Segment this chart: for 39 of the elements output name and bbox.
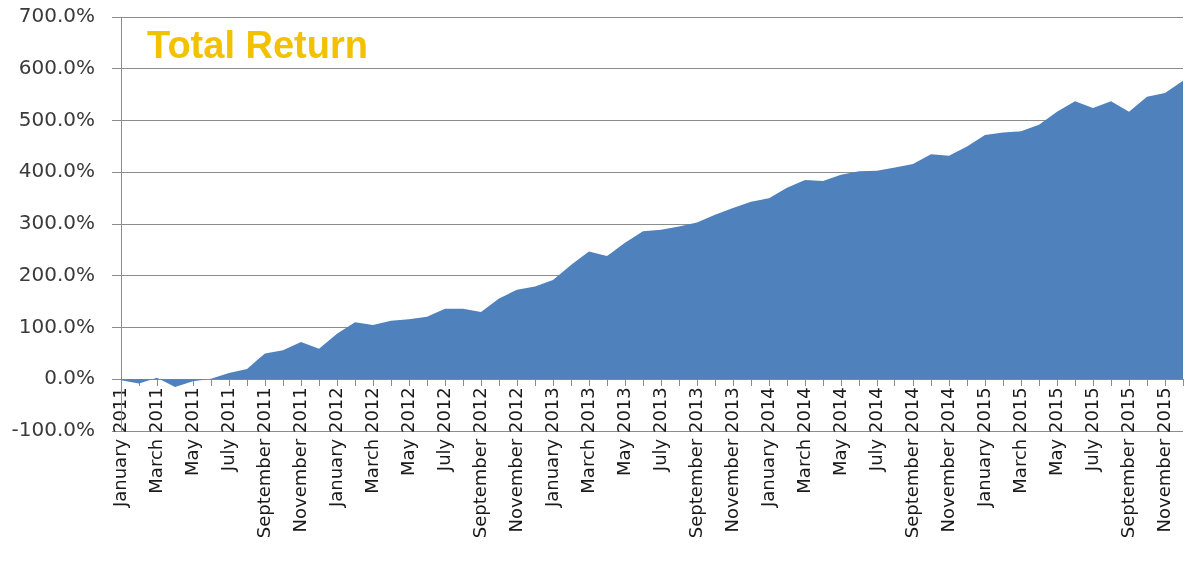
y-tick-label: 200.0% — [18, 261, 95, 286]
x-tick-label: November 2013 — [720, 387, 742, 533]
x-tick-label: May 2013 — [612, 387, 634, 476]
x-tick-label: September 2012 — [468, 387, 490, 539]
y-tick-label: 500.0% — [18, 106, 95, 131]
x-tick-label: July 2011 — [216, 387, 238, 473]
x-tick-label: July 2015 — [1080, 387, 1102, 473]
x-tick-label: March 2014 — [792, 387, 814, 494]
x-tick-label: May 2011 — [180, 387, 202, 476]
x-tick-label: March 2013 — [576, 387, 598, 494]
x-tick-label: March 2012 — [360, 387, 382, 494]
x-tick-label: September 2011 — [252, 387, 274, 539]
x-tick-label: March 2011 — [144, 387, 166, 494]
x-tick-label: January 2015 — [972, 387, 994, 509]
x-tick-label: March 2015 — [1008, 387, 1030, 494]
x-tick-label: November 2014 — [936, 387, 958, 533]
y-tick-label: 0.0% — [44, 365, 95, 390]
x-tick-label: July 2013 — [648, 387, 670, 473]
x-tick-label: May 2012 — [396, 387, 418, 476]
x-tick-label: January 2013 — [540, 387, 562, 509]
x-tick-label: November 2015 — [1152, 387, 1174, 533]
x-tick-label: January 2014 — [756, 387, 778, 509]
x-tick-label: November 2011 — [288, 387, 310, 533]
y-tick-label: 300.0% — [18, 210, 95, 235]
x-tick-label: September 2013 — [684, 387, 706, 539]
x-tick-label: May 2015 — [1044, 387, 1066, 476]
y-tick-label: -100.0% — [11, 417, 95, 442]
y-tick-label: 400.0% — [18, 158, 95, 183]
x-tick-label: July 2012 — [432, 387, 454, 473]
x-tick-label: July 2014 — [864, 387, 886, 473]
chart-title: Total Return — [147, 24, 368, 66]
x-tick-label: January 2012 — [324, 387, 346, 509]
y-tick-label: 100.0% — [18, 313, 95, 338]
y-tick-label: 700.0% — [18, 3, 95, 28]
y-tick-label: 600.0% — [18, 54, 95, 79]
x-tick-label: May 2014 — [828, 387, 850, 476]
x-tick-label: November 2012 — [504, 387, 526, 533]
x-tick-label: September 2014 — [900, 387, 922, 539]
x-tick-label: September 2015 — [1116, 387, 1138, 539]
